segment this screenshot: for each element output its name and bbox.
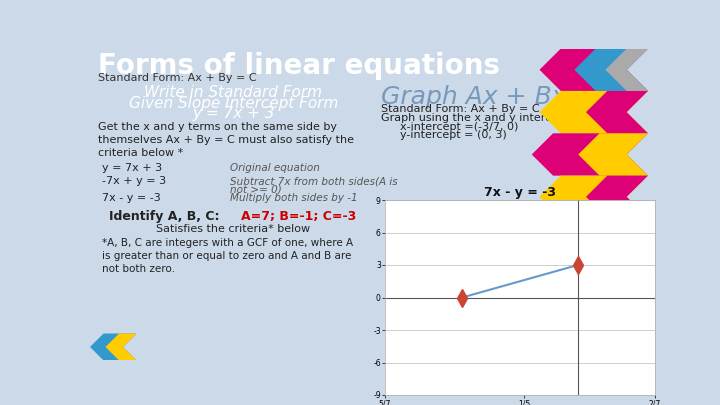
Polygon shape [532,133,648,176]
Text: Get the x and y terms on the same side by
themselves Ax + By = C must also satis: Get the x and y terms on the same side b… [98,122,354,158]
Text: Write in Standard Form: Write in Standard Form [145,85,323,100]
FancyBboxPatch shape [388,202,598,353]
Text: Standard Form: Ax + By = C: Standard Form: Ax + By = C [381,104,539,114]
Text: 7x - y = -3: 7x - y = -3 [102,193,161,203]
Text: Multiply both sides by -1: Multiply both sides by -1 [230,193,357,203]
Polygon shape [606,49,648,91]
Text: Given Slope Intercept Form: Given Slope Intercept Form [129,96,338,111]
Text: Satisfies the criteria* below: Satisfies the criteria* below [156,224,310,234]
Text: *A, B, C are integers with a GCF of one, where A
is greater than or equal to zer: *A, B, C are integers with a GCF of one,… [102,238,353,275]
Text: x-intercept =(-3/7, 0): x-intercept =(-3/7, 0) [400,122,518,132]
Text: A=7; B=-1; C=-3: A=7; B=-1; C=-3 [241,210,356,223]
Text: Original equation: Original equation [230,162,320,173]
Polygon shape [106,333,137,360]
Polygon shape [586,176,648,218]
Polygon shape [539,91,648,133]
Polygon shape [578,133,648,176]
Polygon shape [539,176,648,218]
Text: Subtract 7x from both sides(A is: Subtract 7x from both sides(A is [230,177,397,186]
Text: Graph Ax + Bx = C: Graph Ax + Bx = C [381,85,621,109]
Text: Graph using the x and y intercepts: Graph using the x and y intercepts [381,113,575,123]
Polygon shape [586,91,648,133]
Text: not >= 0): not >= 0) [230,185,282,195]
Text: Standard Form: Ax + By = C: Standard Form: Ax + By = C [98,73,256,83]
Text: -7x + y = 3: -7x + y = 3 [102,177,166,186]
Title: 7x - y = -3: 7x - y = -3 [484,186,556,199]
Text: 7x - y = -3: 7x - y = -3 [547,104,606,114]
Polygon shape [90,333,137,360]
Polygon shape [539,49,648,91]
Polygon shape [575,49,648,91]
Text: Forms of linear equations: Forms of linear equations [98,53,500,81]
Text: y = 7x + 3: y = 7x + 3 [192,107,274,121]
Text: y-intercept = (0, 3): y-intercept = (0, 3) [400,130,507,140]
Text: Identify A, B, C:: Identify A, B, C: [109,210,220,223]
Text: y = 7x + 3: y = 7x + 3 [102,162,162,173]
